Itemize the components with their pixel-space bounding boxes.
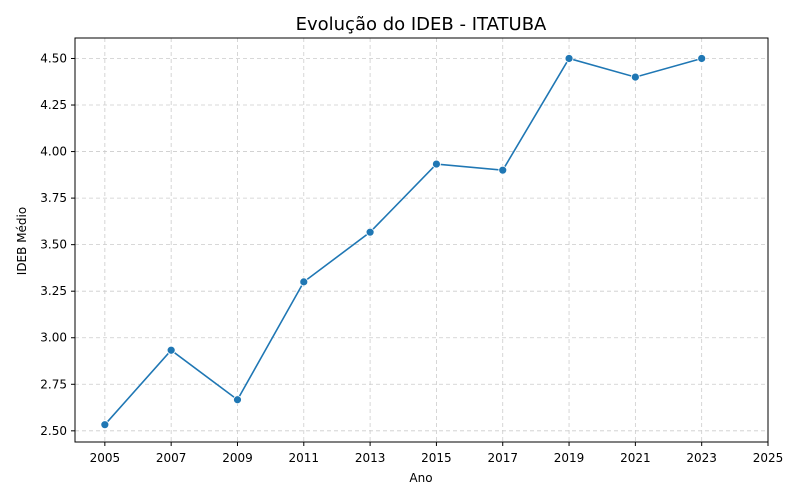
y-tick-label: 3.00 bbox=[40, 331, 67, 345]
y-axis-label: IDEB Médio bbox=[15, 207, 29, 275]
y-tick-label: 2.50 bbox=[40, 424, 67, 438]
plot-frame bbox=[74, 37, 769, 443]
chart-title: Evolução do IDEB - ITATUBA bbox=[296, 14, 547, 35]
series bbox=[100, 54, 707, 430]
data-point bbox=[498, 165, 508, 175]
y-tick-label: 3.50 bbox=[40, 238, 67, 252]
y-tick-label: 4.00 bbox=[40, 145, 67, 159]
data-point bbox=[432, 159, 441, 169]
series-line bbox=[104, 57, 702, 426]
y-tick-label: 4.25 bbox=[40, 98, 67, 112]
y-axis: 2.50 2.75 3.00 3.25 3.50 3.75 4.00 4.25 4.50 bbox=[40, 51, 75, 438]
x-tick-label: 2009 bbox=[222, 451, 253, 465]
y-tick-label: 2.75 bbox=[40, 377, 67, 391]
y-tick-label: 3.75 bbox=[40, 191, 67, 205]
x-tick-label: 2025 bbox=[753, 451, 784, 465]
x-tick-label: 2007 bbox=[156, 451, 187, 465]
data-point bbox=[564, 54, 574, 63]
x-tick-label: 2015 bbox=[421, 451, 452, 465]
data-point bbox=[100, 420, 110, 430]
data-point bbox=[166, 345, 176, 355]
x-tick-label: 2005 bbox=[90, 451, 121, 465]
x-tick-label: 2011 bbox=[289, 451, 320, 465]
x-tick-label: 2017 bbox=[487, 451, 518, 465]
x-tick-label: 2013 bbox=[355, 451, 386, 465]
x-tick-label: 2021 bbox=[620, 451, 651, 465]
data-point bbox=[233, 395, 242, 405]
x-tick-label: 2023 bbox=[686, 451, 717, 465]
grid bbox=[75, 38, 769, 442]
y-tick-label: 4.50 bbox=[40, 51, 67, 65]
data-point bbox=[630, 72, 640, 82]
data-point bbox=[365, 227, 375, 237]
x-tick-label: 2019 bbox=[554, 451, 585, 465]
x-axis: 2005 2007 2009 2011 2013 2015 2017 2019 2021 2023… bbox=[90, 442, 784, 465]
y-tick-label: 3.25 bbox=[40, 284, 67, 298]
data-point bbox=[299, 277, 309, 287]
x-axis-label: Ano bbox=[409, 471, 432, 485]
data-point bbox=[697, 54, 707, 63]
